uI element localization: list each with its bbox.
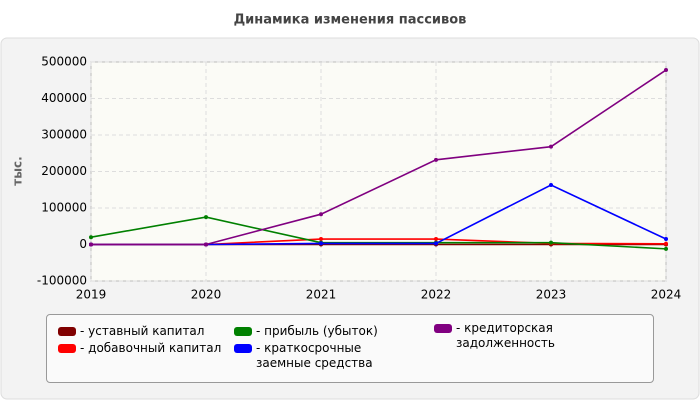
- legend-label: - прибыль (убыток): [256, 324, 378, 338]
- legend-item: - уставный капитал: [58, 324, 228, 339]
- point: [664, 241, 668, 246]
- legend-swatch: [234, 344, 252, 353]
- y-tick-label: 500000: [41, 55, 87, 69]
- series-line: [91, 69, 667, 246]
- point: [319, 237, 323, 242]
- x-tick-label: 2022: [421, 288, 452, 302]
- y-tick-label: 400000: [41, 91, 87, 105]
- x-tick-label: 2024: [651, 288, 682, 302]
- point: [434, 157, 438, 162]
- chart-title: Динамика изменения пассивов: [234, 13, 467, 28]
- legend-swatch: [58, 344, 76, 353]
- legend-label: - уставный капитал: [80, 324, 205, 338]
- legend-item: - добавочный капитал: [58, 341, 228, 356]
- x-tick-label: 2020: [191, 288, 222, 302]
- point: [319, 212, 323, 217]
- legend-label: - краткосрочные заемные средства: [256, 341, 373, 370]
- legend-swatch: [434, 324, 452, 333]
- legend-item: - прибыль (убыток): [234, 324, 424, 339]
- x-tick-label: 2021: [306, 288, 337, 302]
- legend-swatch: [58, 327, 76, 336]
- point: [434, 241, 438, 246]
- point: [549, 144, 553, 149]
- point: [434, 237, 438, 242]
- y-tick-label: 100000: [41, 201, 87, 215]
- y-tick-label: 200000: [41, 164, 87, 178]
- point: [204, 242, 208, 247]
- y-axis-label: тыс.: [11, 156, 25, 185]
- legend-item: - краткосрочные заемные средства: [234, 341, 424, 371]
- x-tick-label: 2023: [536, 288, 567, 302]
- point: [664, 246, 668, 251]
- point: [319, 241, 323, 246]
- point: [664, 237, 668, 242]
- legend-swatch: [234, 327, 252, 336]
- legend: - уставный капитал - добавочный капитал - …: [46, 314, 654, 383]
- legend-label: - добавочный капитал: [80, 341, 222, 355]
- point: [664, 68, 668, 73]
- y-tick-label: -100000: [37, 274, 87, 288]
- y-tick-label: 0: [79, 237, 87, 251]
- legend-label: - кредиторская задолженность: [456, 321, 555, 350]
- point: [549, 183, 553, 188]
- point: [89, 242, 93, 247]
- legend-item: - кредиторская задолженность: [434, 321, 649, 351]
- x-tick-label: 2019: [76, 288, 107, 302]
- y-tick-label: 300000: [41, 128, 87, 142]
- point: [89, 235, 93, 240]
- point: [204, 215, 208, 220]
- point: [549, 240, 553, 245]
